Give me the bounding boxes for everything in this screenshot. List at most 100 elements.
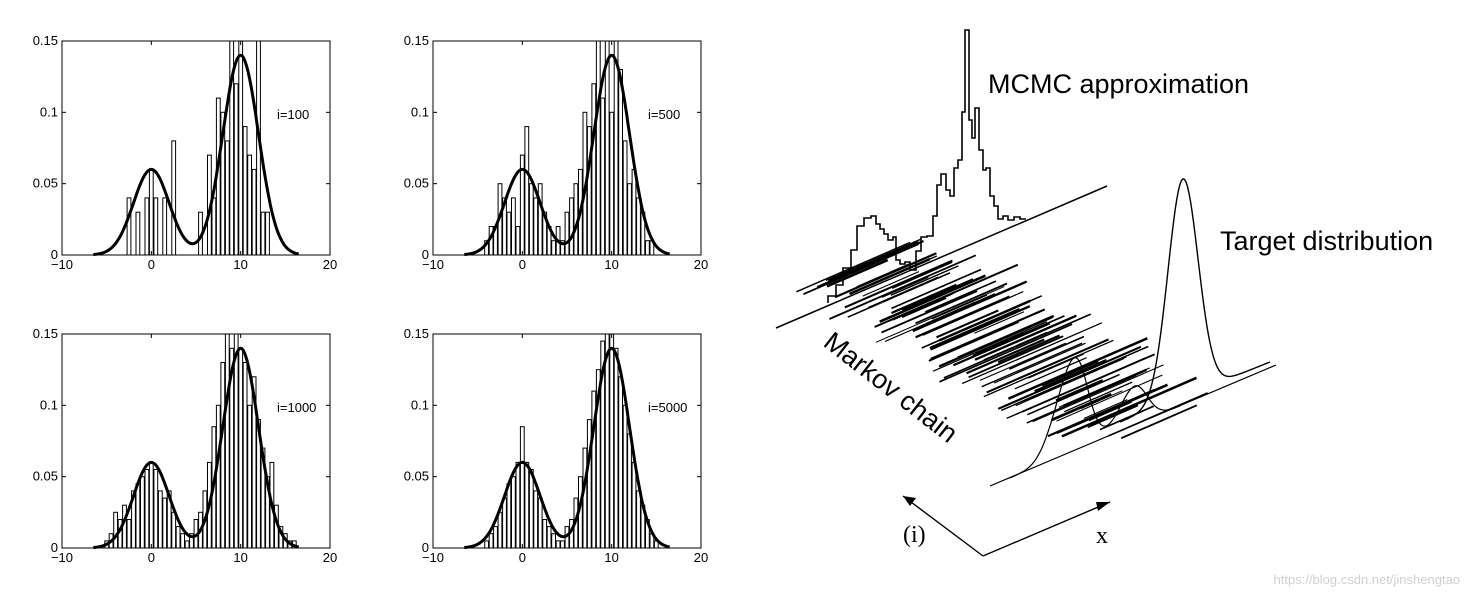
- x-tick-label: −10: [51, 257, 73, 272]
- chain-segment: [936, 309, 999, 339]
- histogram-bar: [144, 197, 150, 256]
- x-tick-label: −10: [51, 550, 73, 565]
- histogram-bar: [528, 469, 534, 549]
- x-tick-label: −10: [422, 257, 444, 272]
- histogram-bar: [627, 183, 632, 256]
- chain-segment: [1014, 357, 1087, 390]
- y-tick-label: 0.1: [40, 397, 58, 412]
- histogram-bar: [251, 168, 257, 256]
- target-density-curve: [93, 346, 300, 550]
- histogram-bar: [162, 497, 168, 549]
- x-axis-label: x: [1096, 523, 1108, 549]
- histogram-bar: [511, 476, 516, 549]
- histogram-bar: [595, 40, 601, 256]
- histogram-bar: [515, 461, 521, 549]
- iteration-annotation: i=100: [277, 107, 309, 122]
- histogram-bar: [631, 168, 637, 256]
- chain-segment: [1041, 359, 1099, 387]
- histogram-bar: [238, 40, 244, 256]
- histogram-bar: [497, 511, 503, 549]
- chain-segment: [915, 295, 1010, 339]
- histogram-bar: [511, 197, 516, 256]
- histogram-bar: [247, 154, 252, 256]
- histogram-bar: [220, 362, 226, 549]
- y-tick-label: 0: [51, 247, 58, 262]
- histogram-bar: [622, 140, 628, 256]
- chain-segment: [929, 307, 1020, 350]
- target-baseline: [989, 364, 1277, 487]
- histogram-bar: [551, 533, 557, 549]
- histogram-bar: [636, 490, 641, 549]
- chain-segment: [849, 257, 931, 296]
- chain-segment: [968, 335, 1064, 379]
- y-tick-label: 0: [422, 247, 429, 262]
- chain-segment: [997, 345, 1142, 410]
- chain-segment: [796, 241, 911, 293]
- chain-segment: [826, 258, 889, 288]
- histogram-bar: [242, 126, 248, 256]
- chain-segment: [1015, 357, 1125, 407]
- mcmc-approximation-histogram: [827, 29, 1026, 303]
- chain-segment: [979, 342, 1067, 381]
- chain-segment: [881, 290, 978, 334]
- x-tick-label: 0: [148, 257, 155, 272]
- iteration-axis-arrowhead: [903, 496, 916, 506]
- histogram-bar: [515, 226, 521, 256]
- chain-segment: [884, 293, 996, 343]
- chain-segment: [943, 313, 1092, 379]
- chain-segment: [924, 280, 997, 313]
- histogram-bar: [533, 197, 539, 256]
- mcmc-approximation-label: MCMC approximation: [988, 69, 1249, 99]
- x-tick-label: 20: [694, 550, 708, 565]
- chain-segment: [1061, 376, 1197, 438]
- target-density-curve: [464, 53, 671, 257]
- histogram-bar: [636, 197, 641, 256]
- histogram-bar: [215, 404, 221, 549]
- x-axis-arrowhead: [1096, 502, 1110, 511]
- chain-segment: [939, 323, 1073, 383]
- chain-segment: [891, 268, 982, 310]
- chain-segment: [961, 322, 1103, 385]
- chain-segment: [1058, 367, 1151, 408]
- y-tick-label: 0.1: [411, 397, 429, 412]
- markov-chain-trace: [796, 238, 1209, 440]
- histogram-bar: [153, 469, 159, 549]
- x-tick-label: 20: [694, 257, 708, 272]
- chain-segment: [847, 272, 951, 318]
- iteration-annotation: i=500: [648, 107, 680, 122]
- histogram-bar: [645, 240, 650, 256]
- histogram-bar: [506, 211, 512, 256]
- histogram-bar: [247, 404, 252, 549]
- target-density-curve: [93, 53, 300, 257]
- histogram-bar: [135, 483, 141, 549]
- x-tick-label: 10: [233, 257, 247, 272]
- histogram-bar: [484, 540, 490, 549]
- y-tick-label: 0.05: [404, 176, 429, 191]
- chain-segment: [1047, 388, 1156, 438]
- histogram-bar: [265, 211, 270, 256]
- chain-segment: [921, 295, 1043, 349]
- histogram-bar: [184, 540, 190, 549]
- histogram-bar: [569, 197, 574, 256]
- chain-segment: [891, 261, 953, 289]
- chain-segment: [829, 254, 977, 320]
- chain-segment: [1023, 355, 1127, 402]
- histogram-bar: [613, 347, 619, 549]
- histogram-bar: [493, 526, 498, 549]
- chain-segment: [1034, 359, 1107, 393]
- chain-segment: [983, 331, 1048, 361]
- histogram-bar: [180, 533, 185, 549]
- histogram-bar: [560, 540, 565, 549]
- target-distribution-label: Target distribution: [1220, 226, 1433, 256]
- histogram-bar: [542, 519, 548, 549]
- chain-segment: [1087, 404, 1139, 429]
- chain-segment: [1051, 392, 1112, 422]
- watermark: https://blog.csdn.net/jinshengtao: [1274, 572, 1460, 587]
- histogram-bar: [126, 519, 132, 549]
- chain-segment: [827, 240, 919, 282]
- histogram-bar: [171, 140, 177, 256]
- histogram-bar: [502, 497, 507, 549]
- histogram-bar: [631, 461, 637, 549]
- histogram-bar: [546, 526, 552, 549]
